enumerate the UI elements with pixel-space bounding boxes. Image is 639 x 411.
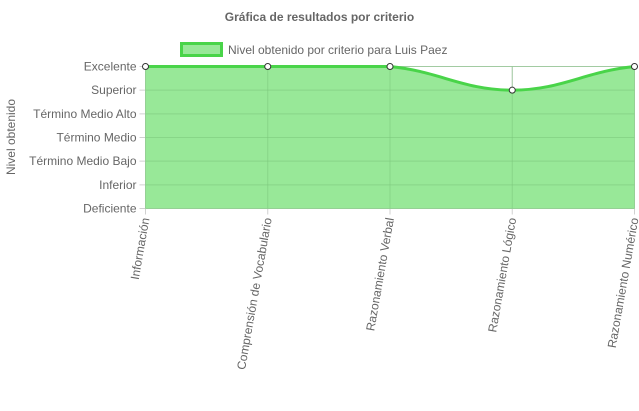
y-tick-label: Inferior [99, 178, 136, 192]
legend[interactable]: Nivel obtenido por criterio para Luis Pa… [180, 42, 448, 57]
data-point[interactable] [142, 63, 149, 70]
x-tick-label: Información [128, 217, 153, 281]
y-tick-label: Término Medio Bajo [29, 154, 137, 168]
x-tick-label: Comprensión de Vocabulario [234, 216, 275, 371]
x-tick-label: Razonamiento Numérico [605, 216, 639, 349]
area-layer [145, 64, 635, 209]
y-tick-label: Término Medio Alto [33, 107, 137, 121]
x-tick-label: Razonamiento Verbal [363, 217, 397, 332]
y-axis-title: Nivel obtenido [4, 99, 18, 175]
y-axis: Deficiente Inferior Término Medio Bajo Térm… [29, 60, 137, 216]
legend-swatch[interactable] [180, 42, 223, 57]
x-tick-label: Razonamiento Lógico [485, 216, 519, 333]
data-points [142, 63, 638, 94]
legend-label[interactable]: Nivel obtenido por criterio para Luis Pa… [228, 43, 447, 57]
data-point[interactable] [508, 86, 516, 94]
data-point[interactable] [264, 63, 272, 70]
y-tick-label: Excelente [84, 60, 137, 74]
y-tick-label: Término Medio [56, 131, 136, 145]
data-point[interactable] [631, 63, 638, 70]
data-point[interactable] [386, 63, 394, 70]
y-tick-label: Deficiente [83, 202, 137, 216]
y-tick-label: Superior [91, 83, 136, 97]
x-axis: Información Comprensión de Vocabulario Raz… [128, 216, 639, 371]
chart-title: Gráfica de resultados por criterio [225, 10, 414, 24]
